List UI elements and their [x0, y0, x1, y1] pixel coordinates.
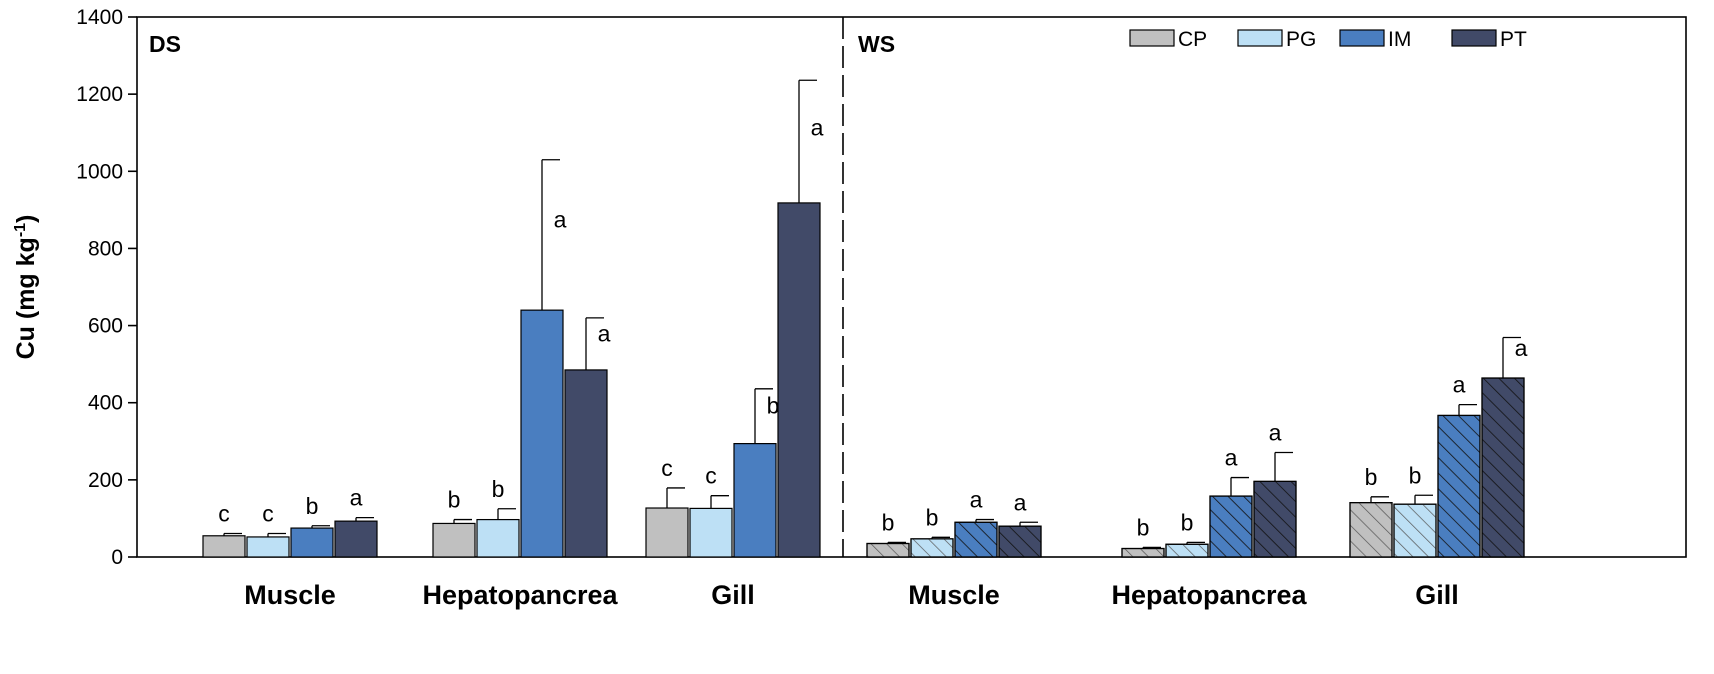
bar-ds-muscle-pt	[334, 520, 378, 558]
category-label-gill: Gill	[711, 580, 755, 610]
category-labels: Muscle Hepatopancrea Gill Muscle Hepatopancr…	[244, 580, 1459, 610]
bar-hatch	[1481, 377, 1525, 558]
legend-swatch-cp	[1129, 29, 1175, 47]
panel-label-ds: DS	[149, 31, 181, 57]
significance-letter: c	[262, 500, 274, 526]
legend-label-pt: PT	[1500, 28, 1527, 51]
significance-letter: b	[1365, 464, 1378, 490]
bar-hatch	[1165, 543, 1209, 558]
bar-hatch	[1121, 547, 1165, 558]
y-tick-label: 200	[88, 469, 123, 492]
significance-letter: a	[811, 114, 824, 140]
significance-letter: c	[661, 455, 673, 481]
significance-letter: a	[1453, 372, 1466, 398]
bar-ds-hepatopancrea-im	[520, 309, 564, 558]
bar-hatch	[998, 525, 1042, 558]
y-tick-label: 600	[88, 315, 123, 338]
bar-ds-muscle-cp	[202, 535, 246, 558]
bar-hatch	[1209, 495, 1253, 558]
bar-hatch	[1253, 480, 1297, 558]
category-label-gill: Gill	[1415, 580, 1459, 610]
bar-hatch	[910, 538, 954, 558]
bar-hatch	[1437, 414, 1481, 558]
significance-letter: a	[1515, 335, 1528, 361]
significance-letter: b	[1409, 462, 1422, 488]
bar-hatch	[866, 542, 910, 558]
legend-swatch-pg	[1237, 29, 1283, 47]
panel-label-ws: WS	[858, 31, 895, 57]
category-label-muscle: Muscle	[244, 580, 336, 610]
bar-ds-muscle-im	[290, 527, 334, 558]
y-tick-label: 0	[111, 546, 123, 569]
legend: CP PG IM PT	[1129, 28, 1527, 51]
bar-ds-gill-pg	[689, 507, 733, 558]
bar-ds-gill-pt	[777, 202, 821, 558]
significance-letter: a	[554, 206, 567, 232]
significance-letters: c c b a b b a a c c b a b b a a b b a a b b a a	[218, 114, 1527, 540]
legend-label-cp: CP	[1178, 28, 1207, 51]
y-tick-label: 400	[88, 392, 123, 415]
error-bars	[223, 79, 1521, 549]
significance-letter: a	[1014, 489, 1027, 515]
significance-letter: a	[1269, 419, 1282, 445]
panel-labels: DS WS	[149, 31, 895, 57]
legend-swatch-pt	[1451, 29, 1497, 47]
significance-letter: c	[218, 500, 230, 526]
significance-letter: b	[1137, 514, 1150, 540]
y-tick-label: 1400	[76, 6, 123, 29]
significance-letter: b	[448, 487, 461, 513]
legend-label-pg: PG	[1286, 28, 1316, 51]
significance-letter: b	[882, 509, 895, 535]
bar-ds-hepatopancrea-pg	[476, 518, 520, 558]
bar-ds-muscle-pg	[246, 536, 290, 558]
legend-label-im: IM	[1388, 28, 1411, 51]
category-label-hepatopancrea: Hepatopancrea	[1111, 580, 1307, 610]
significance-letter: b	[926, 504, 939, 530]
significance-letter: a	[350, 485, 363, 511]
category-label-hepatopancrea: Hepatopancrea	[422, 580, 618, 610]
significance-letter: b	[492, 476, 505, 502]
significance-letter: c	[705, 463, 717, 489]
y-tick-label: 800	[88, 237, 123, 260]
bar-ds-hepatopancrea-pt	[564, 369, 608, 558]
bar-ds-gill-cp	[645, 507, 689, 558]
y-axis-label: Cu (mg kg-1)	[12, 215, 40, 360]
bar-hatch	[1393, 503, 1437, 558]
legend-swatch-im	[1339, 29, 1385, 47]
significance-letter: b	[1181, 509, 1194, 535]
significance-letter: a	[970, 487, 983, 513]
significance-letter: a	[1225, 445, 1238, 471]
y-axis-title: Cu (mg kg-1)	[12, 215, 40, 360]
bar-ds-hepatopancrea-cp	[432, 522, 476, 558]
significance-letter: b	[306, 493, 319, 519]
category-label-muscle: Muscle	[908, 580, 1000, 610]
bar-hatch	[954, 521, 998, 558]
significance-letter: a	[598, 320, 611, 346]
y-tick-label: 1200	[76, 83, 123, 106]
significance-letter: b	[767, 392, 780, 418]
bars	[202, 202, 1525, 558]
bar-hatch	[1349, 502, 1393, 558]
y-tick-label: 1000	[76, 160, 123, 183]
bar-ds-gill-im	[733, 443, 777, 558]
